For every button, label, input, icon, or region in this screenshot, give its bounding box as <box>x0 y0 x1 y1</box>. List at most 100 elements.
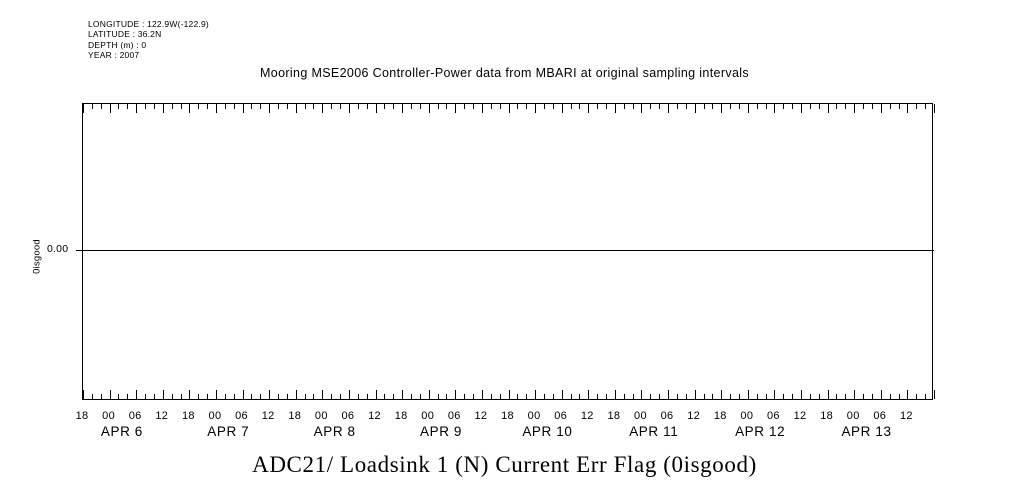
top-tick-minor <box>171 104 173 109</box>
bottom-tick-minor <box>393 394 395 399</box>
bottom-tick-minor <box>499 394 501 399</box>
station-metadata: LONGITUDE : 122.9W(-122.9) LATITUDE : 36… <box>88 19 209 61</box>
bottom-tick-minor <box>818 394 820 399</box>
bottom-tick-minor <box>490 394 492 399</box>
bottom-tick-minor <box>91 394 93 399</box>
top-tick-minor <box>712 104 714 109</box>
x-hour-label: 00 <box>421 410 435 422</box>
top-tick-major <box>189 104 191 113</box>
top-tick-major <box>402 104 404 113</box>
bottom-tick-major <box>481 390 483 399</box>
x-axis-date-labels: APR 6 APR 7 APR 8 APR 9 APR 10 APR 11 APR 12 AP… <box>82 424 933 440</box>
bottom-tick-minor <box>127 394 129 399</box>
metadata-longitude: LONGITUDE : 122.9W(-122.9) <box>88 19 209 29</box>
zero-reference-line <box>83 250 934 251</box>
top-tick-minor <box>730 104 732 109</box>
bottom-tick-minor <box>180 394 182 399</box>
top-tick-major <box>322 104 324 113</box>
top-tick-major <box>880 104 882 113</box>
bottom-tick-major <box>375 390 377 399</box>
bottom-tick-minor <box>685 394 687 399</box>
bottom-tick-minor <box>517 394 519 399</box>
bottom-tick-minor <box>570 394 572 399</box>
top-tick-minor <box>836 104 838 109</box>
x-hour-label: 18 <box>181 410 195 422</box>
y-tick-label-0: 0.00 <box>47 243 69 255</box>
bottom-tick-major <box>508 390 510 399</box>
x-hour-label: 00 <box>208 410 222 422</box>
bottom-tick-minor <box>260 394 262 399</box>
bottom-tick-major <box>721 390 723 399</box>
bottom-tick-minor <box>366 394 368 399</box>
bottom-tick-minor <box>809 394 811 399</box>
bottom-tick-major <box>801 390 803 399</box>
top-tick-major <box>508 104 510 113</box>
top-tick-minor <box>623 104 625 109</box>
bottom-tick-minor <box>597 394 599 399</box>
top-tick-major <box>801 104 803 113</box>
top-tick-minor <box>703 104 705 109</box>
bottom-tick-minor <box>171 394 173 399</box>
x-date-label: APR 11 <box>629 424 679 439</box>
top-tick-minor <box>863 104 865 109</box>
top-tick-minor <box>251 104 253 109</box>
bottom-tick-minor <box>650 394 652 399</box>
top-tick-major <box>375 104 377 113</box>
bottom-tick-major <box>588 390 590 399</box>
top-tick-minor <box>579 104 581 109</box>
top-tick-minor <box>889 104 891 109</box>
bottom-tick-minor <box>783 394 785 399</box>
bottom-tick-minor <box>703 394 705 399</box>
bottom-tick-minor <box>224 394 226 399</box>
bottom-tick-major <box>641 390 643 399</box>
bottom-tick-major <box>348 390 350 399</box>
top-tick-minor <box>313 104 315 109</box>
bottom-tick-minor <box>889 394 891 399</box>
top-tick-major <box>215 104 217 113</box>
x-hour-label: 12 <box>687 410 701 422</box>
top-tick-major <box>535 104 537 113</box>
top-tick-major <box>348 104 350 113</box>
x-hour-label: 12 <box>155 410 169 422</box>
metadata-year: YEAR : 2007 <box>88 50 140 61</box>
top-tick-major <box>641 104 643 113</box>
top-tick-minor <box>366 104 368 109</box>
bottom-tick-minor <box>552 394 554 399</box>
top-tick-major <box>109 104 111 113</box>
bottom-tick-major <box>934 390 935 399</box>
bottom-tick-major <box>827 390 829 399</box>
bottom-tick-minor <box>543 394 545 399</box>
bottom-tick-major <box>269 390 271 399</box>
bottom-tick-minor <box>100 394 102 399</box>
bottom-tick-minor <box>632 394 634 399</box>
x-hour-label: 00 <box>846 410 860 422</box>
bottom-tick-major <box>854 390 856 399</box>
bottom-tick-minor <box>340 394 342 399</box>
bottom-tick-major <box>322 390 324 399</box>
bottom-tick-minor <box>863 394 865 399</box>
bottom-tick-major <box>215 390 217 399</box>
bottom-tick-minor <box>207 394 209 399</box>
top-tick-minor <box>91 104 93 109</box>
x-hour-label: 12 <box>580 410 594 422</box>
metadata-depth: DEPTH (m) : 0 <box>88 39 147 50</box>
bottom-tick-minor <box>384 394 386 399</box>
bottom-tick-major <box>747 390 749 399</box>
top-tick-major <box>588 104 590 113</box>
bottom-tick-major <box>83 390 84 399</box>
bottom-tick-minor <box>304 394 306 399</box>
top-tick-minor <box>233 104 235 109</box>
bottom-tick-major <box>162 390 164 399</box>
bottom-tick-minor <box>286 394 288 399</box>
top-tick-minor <box>118 104 120 109</box>
x-date-label: APR 12 <box>735 424 786 439</box>
bottom-tick-minor <box>765 394 767 399</box>
top-tick-minor <box>783 104 785 109</box>
x-hour-label: 06 <box>660 410 674 422</box>
top-tick-major <box>934 104 935 113</box>
top-tick-minor <box>925 104 927 109</box>
top-tick-major <box>162 104 164 113</box>
top-tick-minor <box>685 104 687 109</box>
bottom-tick-minor <box>792 394 794 399</box>
chart-caption: ADC21/ Loadsink 1 (N) Current Err Flag (… <box>252 452 757 477</box>
